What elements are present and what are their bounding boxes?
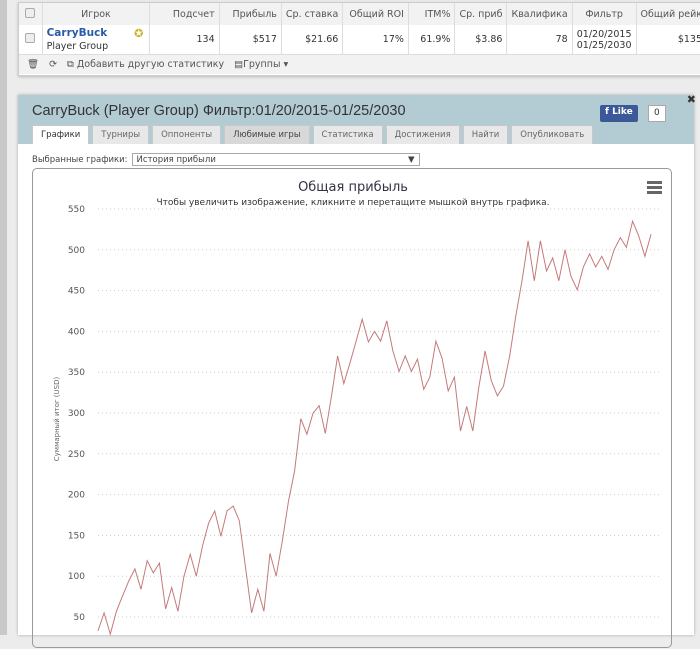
- stats-toolbar: 🗑 ⟳ ⧉ Добавить другую статистику ▤Группы…: [19, 54, 700, 74]
- avg-stake-cell: $21.66: [281, 25, 344, 54]
- y-tick-label: 550: [68, 205, 85, 215]
- qualified-cell: 78: [506, 25, 573, 54]
- tab-favorite-games[interactable]: Любимые игры: [224, 125, 310, 144]
- panel-header: CarryBuck (Player Group) Фильтр:01/20/20…: [18, 93, 696, 144]
- col-filter[interactable]: Фильтр: [572, 3, 637, 25]
- table-row: CarryBuck Player Group ✪ 134 $517 $21.66 1…: [19, 25, 700, 54]
- col-rake[interactable]: Общий рейк: [636, 3, 700, 25]
- like-label: Like: [612, 107, 633, 117]
- tab-achievements[interactable]: Достижения: [385, 125, 460, 144]
- tab-charts[interactable]: Графики: [32, 125, 90, 144]
- y-tick-label: 150: [68, 531, 85, 541]
- y-tick-label: 500: [68, 246, 85, 256]
- tab-tournaments[interactable]: Турниры: [92, 125, 150, 144]
- dropdown-arrow-icon: ▼: [407, 154, 415, 165]
- groups-label: Группы: [243, 59, 281, 70]
- y-tick-label: 450: [68, 287, 85, 297]
- roi-cell: 17%: [342, 25, 409, 54]
- add-stat-button[interactable]: ⧉ Добавить другую статистику: [67, 59, 225, 70]
- tab-statistics[interactable]: Статистика: [312, 125, 383, 144]
- select-all-checkbox[interactable]: [25, 7, 36, 18]
- count-cell: 134: [149, 25, 220, 54]
- chart-selector[interactable]: История прибыли ▼: [131, 153, 420, 166]
- y-tick-label: 100: [68, 572, 85, 582]
- groups-button[interactable]: ▤Группы ▾: [234, 59, 289, 70]
- chart-subtitle: Чтобы увеличить изображение, кликните и …: [156, 198, 549, 208]
- y-tick-label: 50: [74, 613, 86, 623]
- menu-icon[interactable]: [647, 181, 662, 194]
- panel-tabs: Графики Турниры Оппоненты Любимые игры С…: [32, 125, 594, 144]
- panel-title: CarryBuck (Player Group) Фильтр:01/20/20…: [32, 103, 406, 119]
- tab-opponents[interactable]: Оппоненты: [152, 125, 222, 144]
- player-panel: CarryBuck (Player Group) Фильтр:01/20/20…: [18, 93, 696, 648]
- profit-cell: $517: [219, 25, 282, 54]
- avg-profit-cell: $3.86: [454, 25, 508, 54]
- col-qualified[interactable]: Квалифика: [506, 3, 573, 25]
- player-link[interactable]: CarryBuck: [46, 26, 108, 39]
- rake-cell: $135: [636, 25, 700, 54]
- row-checkbox[interactable]: [25, 33, 36, 43]
- col-itm[interactable]: ITM%: [408, 3, 456, 25]
- player-group: Player Group: [46, 40, 109, 52]
- tab-find[interactable]: Найти: [462, 125, 509, 144]
- profit-chart[interactable]: Общая прибыль Чтобы увеличить изображение…: [32, 168, 672, 648]
- col-avg-stake[interactable]: Ср. ставка: [281, 3, 344, 25]
- col-profit[interactable]: Прибыль: [219, 3, 282, 25]
- trash-icon[interactable]: 🗑: [27, 59, 40, 70]
- page-edge: [0, 0, 7, 635]
- y-tick-label: 300: [68, 409, 85, 419]
- add-stat-label: Добавить другую статистику: [76, 59, 225, 70]
- close-icon[interactable]: ✖: [686, 93, 696, 106]
- itm-cell: 61.9%: [408, 25, 456, 54]
- col-avg-profit[interactable]: Ср. приб: [454, 3, 508, 25]
- profit-series-line: [97, 219, 652, 636]
- y-axis-label: Суммарный итог (USD): [53, 377, 61, 462]
- chart-svg[interactable]: Общая прибыль Чтобы увеличить изображение…: [33, 169, 673, 649]
- y-tick-label: 350: [68, 368, 85, 378]
- filter-from: 01/20/2015: [576, 28, 632, 40]
- tab-publish[interactable]: Опубликовать: [511, 125, 594, 144]
- chart-selector-label: Выбранные графики:: [32, 154, 128, 165]
- chart-selector-row: Выбранные графики: История прибыли ▼: [32, 153, 420, 166]
- y-tick-label: 200: [68, 491, 85, 501]
- chart-title: Общая прибыль: [298, 180, 408, 195]
- y-tick-label: 250: [68, 450, 85, 460]
- col-player[interactable]: Игрок: [42, 3, 151, 25]
- stats-table-panel: Игрок Подсчет Прибыль Ср. ставка Общий R…: [18, 2, 700, 76]
- y-tick-label: 400: [68, 327, 85, 337]
- award-icon: ✪: [134, 27, 144, 40]
- col-roi[interactable]: Общий ROI: [342, 3, 409, 25]
- stats-table: Игрок Подсчет Прибыль Ср. ставка Общий R…: [19, 3, 700, 54]
- chart-selector-value: История прибыли: [136, 154, 216, 165]
- refresh-icon[interactable]: ⟳: [49, 59, 58, 70]
- col-count[interactable]: Подсчет: [149, 3, 220, 25]
- facebook-like-button[interactable]: f Like: [600, 105, 638, 122]
- filter-to: 01/25/2030: [576, 39, 632, 51]
- like-count: 0: [648, 105, 666, 122]
